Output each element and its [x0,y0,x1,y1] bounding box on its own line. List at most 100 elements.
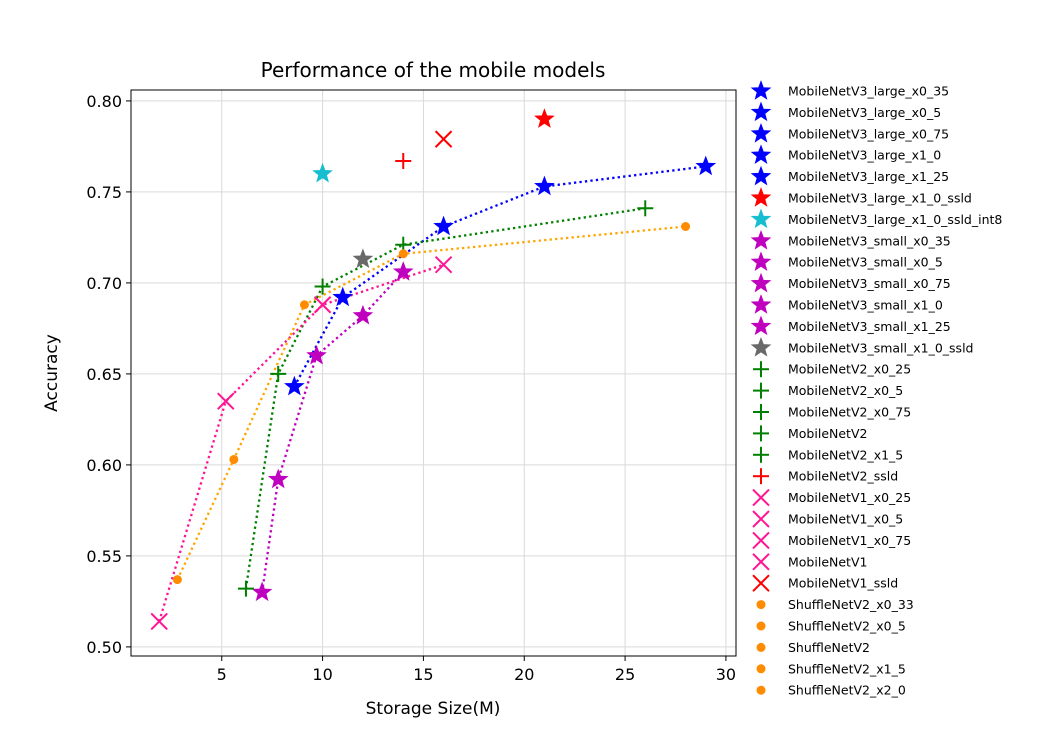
legend-marker [750,272,772,293]
data-point-MobileNetV3_large_x0_75 [433,215,454,236]
chart-title: Performance of the mobile models [261,58,606,82]
legend-label: MobileNetV2_x1_5 [788,447,903,462]
legend-marker [750,294,772,314]
legend-marker [753,468,769,485]
y-tick-label: 0.65 [86,365,122,384]
legend-marker [753,404,769,420]
legend-item: MobileNetV3_small_x0_75 [750,272,951,293]
data-point-MobileNetV3_small_x0_35 [251,581,273,602]
data-point-MobileNetV3_large_x1_25 [695,155,717,176]
data-point-ShuffleNetV2 [299,300,309,310]
legend-item: MobileNetV1_x0_75 [752,531,911,550]
legend-marker [750,80,772,100]
y-tick-label: 0.80 [86,92,122,111]
legend-marker [750,165,772,186]
legend-label: MobileNetV2 [788,426,867,441]
legend-item: MobileNetV3_large_x1_0_ssld [750,187,972,207]
legend-item: MobileNetV3_large_x0_35 [750,80,949,100]
legend-label: MobileNetV3_small_x1_0 [788,298,943,313]
data-point-MobileNetV2_x1_5 [637,200,654,217]
data-point-MobileNetV3_large_x0_5 [332,286,354,307]
legend-marker [753,425,769,442]
data-point-MobileNetV2_x0_75 [314,278,331,295]
x-tick-label: 20 [514,665,534,684]
data-point-MobileNetV1_x0_75 [313,296,332,314]
legend-marker [753,361,769,378]
legend-item: MobileNetV3_small_x1_0 [750,294,943,314]
data-points [150,108,717,631]
data-point-MobileNetV3_large_x1_0 [534,175,555,196]
legend-item: MobileNetV1_x0_5 [752,510,903,528]
legend-item: MobileNetV3_large_x0_75 [750,122,949,143]
legend-item: MobileNetV3_small_x1_0_ssld [750,336,973,357]
legend-marker [756,600,766,610]
legend-item: MobileNetV3_large_x1_0 [750,144,941,164]
data-point-MobileNetV3_large_x0_35 [284,375,305,396]
legend-label: ShuffleNetV2_x1_5 [788,661,906,676]
legend-item: MobileNetV1_ssld [752,574,898,592]
legend-marker [756,664,766,674]
legend-marker [750,187,772,207]
legend-label: MobileNetV1 [788,554,867,569]
legend-marker [752,488,770,507]
data-point-ShuffleNetV2_x1_5 [398,249,408,259]
legend-label: MobileNetV2_ssld [788,469,898,484]
legend-label: MobileNetV2_x0_5 [788,383,903,398]
data-point-ShuffleNetV2_x0_5 [229,454,239,464]
y-tick-label: 0.75 [86,183,122,202]
legend-item: MobileNetV3_large_x1_25 [750,165,949,186]
series-line [158,263,444,622]
y-axis-label: Accuracy [42,334,62,412]
legend-label: MobileNetV3_large_x0_5 [788,105,941,120]
legend: MobileNetV3_large_x0_35 MobileNetV3_large… [750,80,1002,698]
legend-label: MobileNetV3_large_x1_0_ssld [788,191,972,206]
legend-marker [750,336,772,357]
y-tick-label: 0.70 [86,274,122,293]
data-point-ShuffleNetV2_x0_33 [172,575,182,585]
legend-item: MobileNetV2_x0_75 [753,404,911,420]
plot-area-frame [130,89,737,657]
legend-label: ShuffleNetV2_x0_5 [788,619,906,634]
legend-item: ShuffleNetV2_x1_5 [756,661,906,676]
x-tick-label: 30 [716,665,736,684]
legend-item: MobileNetV3_small_x1_25 [750,315,951,336]
series-line [293,165,706,388]
legend-marker [753,446,769,463]
legend-label: MobileNetV3_small_x0_5 [788,255,943,270]
y-tick-label: 0.50 [86,638,122,657]
x-axis-label: Storage Size(M) [366,699,501,719]
legend-marker [750,122,772,143]
legend-label: MobileNetV1_x0_5 [788,512,903,527]
legend-label: MobileNetV3_small_x0_75 [788,276,951,291]
data-point-ShuffleNetV2_x2_0 [681,221,691,231]
x-tick-label: 15 [413,665,433,684]
legend-label: MobileNetV1_ssld [788,576,898,591]
legend-label: MobileNetV3_small_x1_25 [788,319,951,334]
legend-item: ShuffleNetV2 [756,640,870,655]
data-point-MobileNetV3_small_x1_0 [352,304,374,325]
data-point-MobileNetV1_x0_25 [150,612,168,631]
legend-label: ShuffleNetV2_x2_0 [788,683,906,698]
legend-label: MobileNetV3_large_x0_35 [788,84,949,99]
y-tick-label: 0.60 [86,456,122,475]
legend-item: MobileNetV2 [753,425,867,442]
data-point-MobileNetV1 [434,256,453,274]
legend-marker [750,315,772,336]
legend-marker [756,685,766,695]
legend-marker [750,229,772,250]
legend-marker [756,642,766,652]
data-point-MobileNetV2_ssld [395,152,412,169]
data-point-MobileNetV3_large_x1_0_ssld_int8 [312,162,333,183]
legend-item: ShuffleNetV2_x0_5 [756,619,906,634]
legend-item: MobileNetV1_x0_25 [752,488,911,507]
legend-item: MobileNetV3_small_x0_5 [750,251,943,271]
legend-label: MobileNetV3_large_x1_0_ssld_int8 [788,212,1002,227]
legend-item: MobileNetV3_large_x1_0_ssld_int8 [750,208,1002,229]
data-point-MobileNetV2_x0_25 [237,580,254,597]
x-tick-label: 10 [312,665,332,684]
legend-label: MobileNetV1_x0_25 [788,490,911,505]
legend-item: MobileNetV1 [752,553,867,571]
legend-item: MobileNetV3_large_x0_5 [750,101,941,122]
